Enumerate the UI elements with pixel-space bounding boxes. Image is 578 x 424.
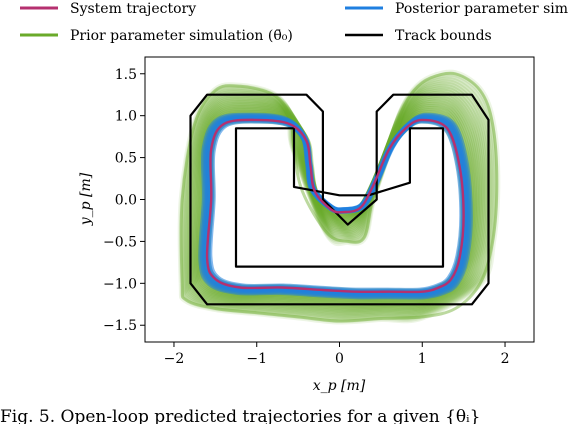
y-tick-label: 0.0: [115, 193, 137, 209]
x-tick-label: 2: [501, 351, 510, 367]
prior-simulation-trace: [193, 99, 479, 307]
y-tick-label: −0.5: [103, 234, 137, 250]
x-axis-label: x_p [m]: [313, 378, 366, 394]
prior-simulation-trace: [195, 101, 478, 306]
posterior-simulation-trace: [206, 117, 466, 294]
prior-simulation-trace: [185, 83, 490, 317]
system-trajectory-line: [205, 118, 465, 294]
prior-simulation-trace: [186, 86, 489, 315]
x-axis: −2 −1 0 1 2: [164, 342, 510, 367]
posterior-simulation-trace: [199, 113, 472, 299]
y-tick-label: −1.5: [103, 318, 137, 334]
prior-simulation-trace: [192, 97, 481, 308]
plot-area: [177, 69, 501, 325]
posterior-simulation-trace: [198, 112, 473, 300]
y-tick-label: 1.0: [115, 109, 137, 125]
legend-label-track: Track bounds: [395, 28, 492, 44]
prior-simulation-trace: [177, 69, 501, 325]
x-tick-label: −2: [164, 351, 185, 367]
legend-label-prior: Prior parameter simulation (θ̄₀): [70, 28, 293, 44]
prior-simulation-trace: [199, 110, 472, 300]
x-tick-label: 1: [418, 351, 427, 367]
prior-simulation-trace: [201, 112, 470, 299]
y-tick-label: −1.0: [103, 276, 137, 292]
prior-simulation-trace: [180, 74, 497, 322]
track-bound-outer: [189, 93, 490, 306]
prior-simulation-trace: [187, 88, 487, 314]
prior-simulation-trace: [189, 90, 485, 313]
y-tick-label: 0.5: [115, 151, 137, 167]
prior-simulation-trace: [182, 79, 494, 320]
prior-simulation-trace: [190, 93, 484, 311]
x-tick-label: 0: [335, 351, 344, 367]
x-tick-label: −1: [246, 351, 267, 367]
legend: System trajectory Posterior parameter si…: [20, 1, 568, 44]
y-tick-label: 1.5: [115, 67, 137, 83]
y-axis: −1.5 −1.0 −0.5 0.0 0.5 1.0 1.5: [103, 67, 145, 334]
prior-simulation-trace: [198, 108, 473, 301]
prior-simulation-trace: [178, 72, 499, 324]
legend-label-posterior: Posterior parameter sim: [395, 1, 568, 17]
figure-caption: Fig. 5. Open-loop predicted trajectories…: [0, 407, 480, 424]
prior-simulation-trace: [191, 95, 482, 310]
y-axis-label: y_p [m]: [78, 172, 94, 226]
prior-simulation-trace: [196, 103, 476, 304]
prior-simulation-trace: [197, 106, 475, 303]
legend-label-system: System trajectory: [70, 1, 196, 17]
posterior-simulation-trace: [201, 114, 470, 298]
